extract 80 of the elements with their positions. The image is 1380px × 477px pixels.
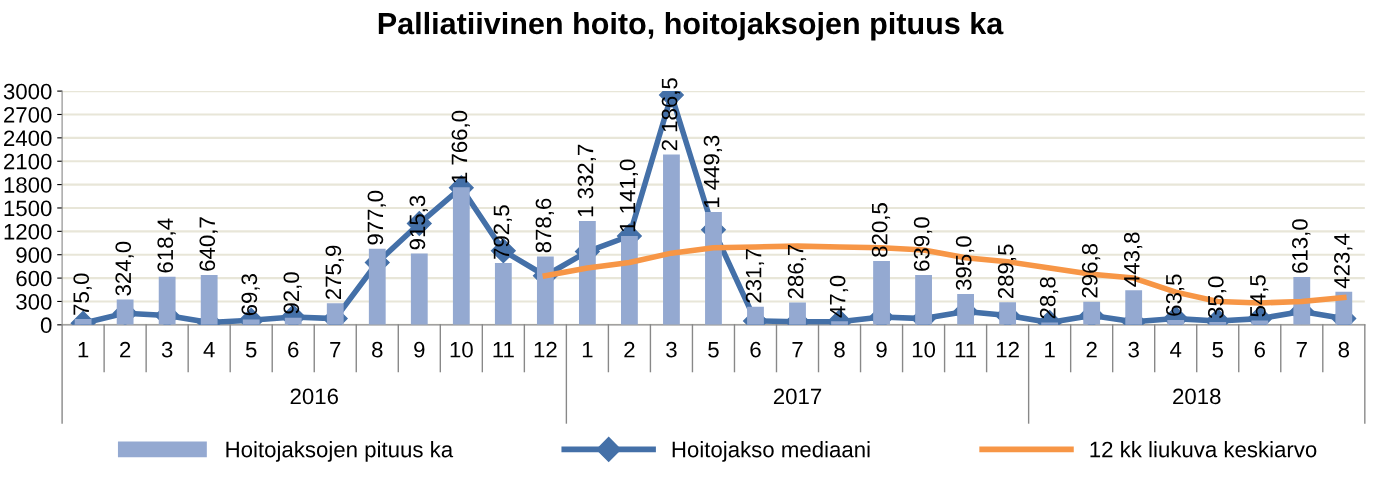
data-label: 977,0 <box>367 190 386 245</box>
data-label: 2 186,5 <box>661 78 681 151</box>
data-label: 1 766,0 <box>451 110 470 183</box>
text: 2018 <box>1173 388 1221 405</box>
x-tick-label: 4 <box>203 342 215 358</box>
legend-label: Hoitojaksojen pituus ka <box>226 441 454 462</box>
data-label: 443,8 <box>1123 232 1143 287</box>
legend-label: Hoitojakso mediaani <box>672 441 870 462</box>
y-tick-label: 2700 <box>4 107 52 123</box>
x-tick-label: 8 <box>372 341 383 358</box>
chart-title: Palliatiivinen hoito, hoitojaksojen pituus ka <box>378 11 1004 41</box>
data-label: 820,5 <box>871 203 891 257</box>
y-tick-label: 900 <box>16 247 52 263</box>
data-label: 1 141,0 <box>619 159 638 232</box>
text: 2017 <box>773 388 822 405</box>
y-tick-label: 1200 <box>4 223 52 240</box>
data-label: 395,0 <box>955 236 975 291</box>
data-label: 69,3 <box>241 274 260 316</box>
data-label: 289,5 <box>997 244 1017 299</box>
data-label: 92,0 <box>283 272 302 314</box>
data-label: 275,9 <box>325 245 344 300</box>
y-tick-label: 300 <box>16 294 52 310</box>
x-tick-label: 4 <box>1170 342 1182 358</box>
x-tick-label: 5 <box>708 342 719 358</box>
y-tick-label: 0 <box>40 317 52 334</box>
text: 2016 <box>290 388 338 405</box>
x-tick-label: 2 <box>1086 341 1097 358</box>
x-tick-label: 2 <box>120 341 131 358</box>
x-tick-label: 7 <box>330 342 341 358</box>
data-label: 640,7 <box>199 217 218 271</box>
data-label: 324,0 <box>115 241 134 296</box>
x-tick-label: 10 <box>450 341 473 358</box>
data-label: 613,0 <box>1292 219 1311 273</box>
data-label: 28,8 <box>1039 277 1059 319</box>
x-tick-label: 2 <box>624 341 635 358</box>
data-label: 286,7 <box>787 244 807 299</box>
x-tick-label: 8 <box>834 341 845 358</box>
x-tick-label: 1 <box>582 342 593 358</box>
y-tick-label: 2400 <box>4 130 52 147</box>
x-tick-label: 8 <box>1338 341 1350 358</box>
x-tick-label: 6 <box>750 341 761 358</box>
data-label: 75,0 <box>73 273 92 315</box>
x-tick-label: 11 <box>955 342 977 358</box>
x-tick-label: 12 <box>534 341 557 358</box>
y-tick-label: 1800 <box>4 177 52 193</box>
x-tick-label: 5 <box>245 342 257 358</box>
x-tick-label: 7 <box>792 342 803 358</box>
x-tick-label: 6 <box>1254 341 1265 358</box>
y-tick-label: 3000 <box>3 83 52 100</box>
data-label: 54,5 <box>1250 275 1269 317</box>
x-tick-label: 7 <box>1296 342 1307 358</box>
x-tick-label: 9 <box>414 341 425 358</box>
data-label: 63,5 <box>1165 274 1185 316</box>
data-label: 1 449,3 <box>703 135 723 208</box>
data-label: 1 332,7 <box>577 144 596 217</box>
x-tick-label: 11 <box>493 342 514 358</box>
data-label: 231,7 <box>745 249 765 303</box>
x-tick-label: 9 <box>876 341 887 358</box>
x-tick-label: 3 <box>1128 341 1139 358</box>
data-label: 878,6 <box>535 198 554 253</box>
x-tick-label: 3 <box>666 341 677 358</box>
x-tick-label: 1 <box>78 342 89 358</box>
x-tick-label: 5 <box>1212 342 1223 358</box>
data-label: 639,0 <box>913 217 933 271</box>
data-label: 47,0 <box>829 275 849 318</box>
x-tick-label: 6 <box>288 341 299 358</box>
y-tick-label: 600 <box>16 270 52 287</box>
data-label: 915,3 <box>409 195 428 250</box>
data-label: 618,4 <box>157 218 176 273</box>
data-label: 423,4 <box>1334 233 1353 289</box>
x-tick-label: 12 <box>996 341 1019 358</box>
x-tick-label: 10 <box>912 341 936 358</box>
legend-label: 12 kk liukuva keskiarvo <box>1090 441 1317 458</box>
y-tick-label: 2100 <box>4 153 52 170</box>
data-label: 296,8 <box>1081 243 1101 298</box>
data-label: 792,5 <box>493 205 512 259</box>
x-tick-label: 3 <box>161 341 173 358</box>
x-tick-label: 1 <box>1045 342 1055 358</box>
y-tick-label: 1500 <box>4 200 52 217</box>
data-label: 35,0 <box>1207 276 1227 319</box>
